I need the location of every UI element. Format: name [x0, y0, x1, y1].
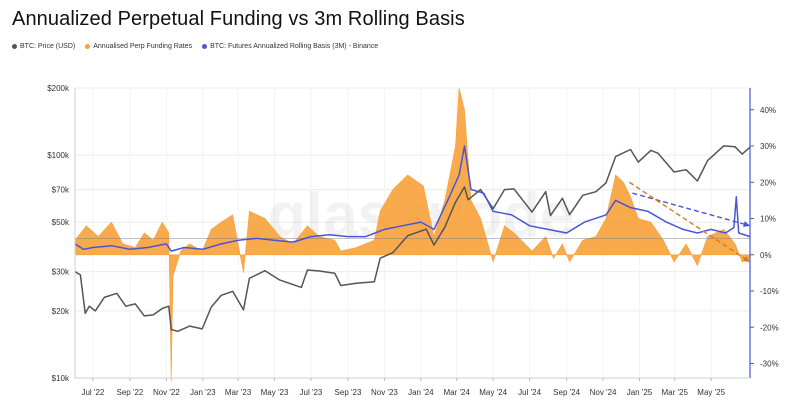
- price-line: [74, 145, 751, 333]
- x-tick-label-2: Nov '22: [153, 388, 180, 397]
- legend-item-funding[interactable]: Annualised Perp Funding Rates: [85, 43, 192, 50]
- legend-label-basis: BTC: Futures Annualized Rolling Basis (3…: [210, 43, 379, 50]
- trend-arrowhead-1: [743, 255, 750, 262]
- left-tick-label-0: $200k: [47, 84, 70, 93]
- x-tick-label-15: Jan '25: [627, 388, 653, 397]
- axes: $200k $100k $70k $50k $30k $20k $10k 40% 30% 20% 1…: [47, 84, 778, 397]
- trend-line-0: [632, 192, 751, 227]
- right-tick-label-4: 0%: [760, 251, 772, 260]
- legend-item-price[interactable]: BTC: Price (USD): [12, 43, 75, 50]
- trend-lines: [628, 181, 751, 263]
- x-tick-label-9: Jan '24: [408, 388, 434, 397]
- x-tick-label-12: Jul '24: [518, 388, 541, 397]
- basis-swatch-icon: [202, 44, 208, 49]
- left-tick-label-2: $70k: [52, 186, 70, 195]
- legend-label-price: BTC: Price (USD): [20, 43, 76, 50]
- left-tick-label-5: $20k: [52, 307, 70, 316]
- x-tick-label-4: Mar '23: [225, 388, 252, 397]
- chart-title: Annualized Perpetual Funding vs 3m Rolli…: [12, 8, 465, 30]
- trend-line-1: [628, 181, 751, 263]
- x-tick-label-3: Jan '23: [190, 388, 216, 397]
- x-tick-label-17: May '25: [697, 388, 725, 397]
- right-tick-label-0: 40%: [760, 106, 776, 115]
- legend-label-funding: Annualised Perp Funding Rates: [93, 43, 193, 50]
- legend: BTC: Price (USD) Annualised Perp Funding…: [12, 43, 378, 50]
- left-tick-label-3: $50k: [52, 218, 70, 227]
- right-tick-label-3: 10%: [760, 215, 776, 224]
- x-tick-label-10: Mar '24: [443, 388, 470, 397]
- basis-line: [74, 145, 751, 252]
- x-tick-label-7: Sep '23: [335, 388, 362, 397]
- x-tick-label-11: May '24: [479, 388, 507, 397]
- x-tick-label-5: May '23: [261, 388, 289, 397]
- left-tick-label-4: $30k: [52, 268, 70, 277]
- x-tick-label-13: Sep '24: [553, 388, 580, 397]
- price-line-series: [74, 145, 751, 333]
- trend-arrowhead-0: [743, 221, 750, 228]
- x-tick-label-14: Nov '24: [590, 388, 617, 397]
- funding-swatch-icon: [85, 44, 91, 49]
- right-tick-label-1: 30%: [760, 142, 776, 151]
- price-swatch-icon: [12, 44, 17, 49]
- x-tick-label-8: Nov '23: [371, 388, 398, 397]
- left-tick-label-6: $10k: [52, 374, 70, 383]
- basis-line-series: [74, 145, 751, 252]
- x-tick-label-6: Jul '23: [300, 388, 323, 397]
- x-tick-label-1: Sep '22: [117, 388, 144, 397]
- x-tick-label-0: Jul '22: [81, 388, 104, 397]
- right-tick-label-7: -30%: [760, 360, 779, 369]
- right-tick-label-2: 20%: [760, 178, 776, 187]
- right-tick-label-6: -20%: [760, 323, 779, 332]
- right-tick-label-5: -10%: [760, 287, 779, 296]
- x-tick-label-16: Mar '25: [662, 388, 689, 397]
- legend-item-basis[interactable]: BTC: Futures Annualized Rolling Basis (3…: [202, 43, 378, 50]
- left-tick-label-1: $100k: [47, 151, 70, 160]
